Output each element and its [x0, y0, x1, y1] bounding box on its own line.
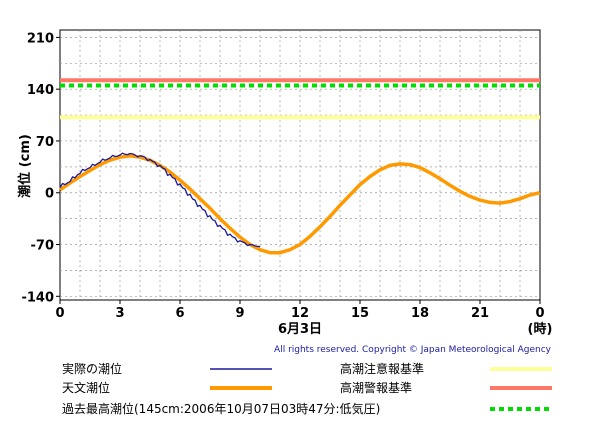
- y-tick-label: -140: [21, 290, 54, 305]
- legend-label-observed: 実際の潮位: [62, 361, 122, 376]
- x-tick-label: 6: [175, 306, 184, 321]
- y-axis-ticks: 210 140 70 0 -70 -140: [21, 31, 60, 305]
- y-tick-label: -70: [31, 239, 55, 254]
- copyright-text: All rights reserved. Copyright © Japan M…: [274, 345, 552, 355]
- legend-label-advisory: 高潮注意報基準: [340, 361, 424, 376]
- legend: 実際の潮位 天文潮位 過去最高潮位(145cm:2006年10月07日03時47…: [62, 361, 552, 416]
- legend-label-record-high: 過去最高潮位(145cm:2006年10月07日03時47分:低気圧): [62, 401, 380, 416]
- x-tick-label: 0: [55, 306, 64, 321]
- x-tick-label: 12: [291, 306, 309, 321]
- legend-label-astronomical: 天文潮位: [62, 380, 110, 395]
- y-tick-label: 140: [27, 83, 54, 98]
- y-axis-label: 潮位 (cm): [17, 134, 33, 198]
- x-tick-label: 15: [351, 306, 369, 321]
- series: [59, 152, 541, 255]
- reference-lines: [60, 78, 540, 120]
- x-tick-label: 21: [471, 306, 489, 321]
- x-tick-label: 0: [535, 306, 544, 321]
- astronomical-tide-line: [59, 154, 541, 255]
- y-tick-label: 0: [45, 187, 54, 202]
- y-tick-label: 70: [36, 135, 54, 150]
- grid: [60, 30, 540, 300]
- x-axis-label: 6月3日: [278, 322, 322, 337]
- x-axis-unit-label: (時): [528, 321, 553, 337]
- x-tick-label: 3: [115, 306, 124, 321]
- y-tick-label: 210: [27, 31, 54, 46]
- x-axis-ticks: 0 3 6 9 12 15 18 21 0: [55, 300, 545, 321]
- observed-tide-line: [59, 152, 261, 248]
- legend-label-warning: 高潮警報基準: [340, 380, 412, 395]
- x-tick-label: 18: [411, 306, 429, 321]
- x-tick-label: 9: [235, 306, 244, 321]
